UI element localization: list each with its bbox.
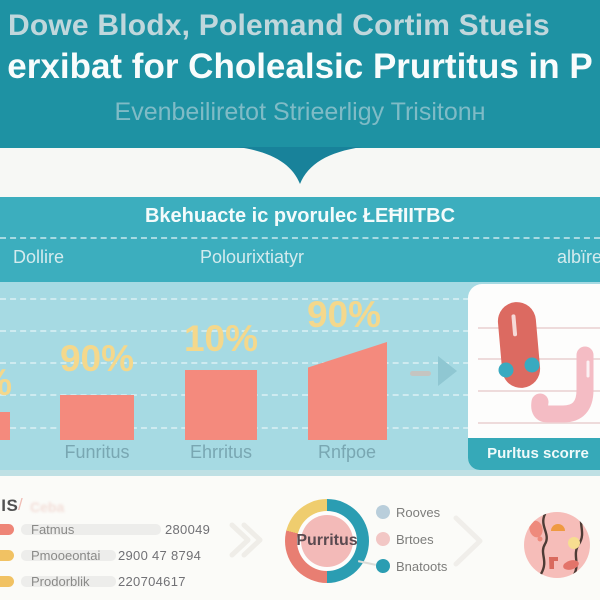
card-ruled-line <box>478 327 600 329</box>
donut-chart: Purritus <box>285 499 369 583</box>
gridline <box>0 298 600 300</box>
gridline <box>0 427 600 429</box>
red-shape-icon <box>563 560 579 570</box>
capsule-dot-icon <box>524 357 540 373</box>
bar-category-label: Rnfpoe <box>317 442 377 462</box>
bar-value-label: 90% <box>59 338 135 379</box>
stat-track <box>21 576 116 587</box>
bar-funritus <box>60 395 134 440</box>
poster-title-line1: Dowe Blodx, Polemand Cortim Stueis <box>8 9 550 42</box>
poster-subtitle: Evenbeiliretot Strieerligy Trisitonʜ <box>114 98 486 126</box>
arrow-dash-icon <box>410 371 431 376</box>
arrow-right-icon <box>438 356 457 386</box>
capsule-dot-icon <box>498 362 514 378</box>
organ-blob-icon <box>529 520 543 538</box>
squiggle-line-icon <box>539 512 548 576</box>
stat-label: Pmooeontai <box>31 548 101 563</box>
anatomy-shapes <box>529 512 584 578</box>
divider-strip-bottom <box>0 470 600 476</box>
legend-label: Bnatoots <box>396 559 448 574</box>
orange-shape-icon <box>551 524 565 531</box>
legend-label: Rooves <box>396 505 441 520</box>
donut-center: Purritus <box>296 515 358 567</box>
stat-track <box>21 550 116 561</box>
gridline <box>0 394 600 396</box>
body-illustration-icon <box>524 512 590 578</box>
yellow-dot-icon <box>568 537 580 549</box>
bottom-heading-faint: Ceba <box>30 499 65 515</box>
poster-title-line2: erxibat for Cholealsic Prurtitus in P <box>7 47 593 86</box>
stat-track <box>21 524 161 535</box>
red-seven-shape-icon <box>549 557 558 569</box>
bar-clipped-left <box>0 412 10 440</box>
pruritus-score-label: Purltus scorre <box>468 438 600 470</box>
stat-value: 220704617 <box>118 574 186 589</box>
stat-label: Prodorblik <box>31 574 90 589</box>
column-header-center: Polourixtiatyr <box>200 247 305 267</box>
bar-value-label-clipped: 90% <box>0 362 12 404</box>
chevron-right-icon <box>453 515 483 567</box>
legend-dot-icon <box>376 532 390 546</box>
gridline <box>0 330 600 332</box>
stat-bullet-icon <box>0 576 14 587</box>
stat-bullet-icon <box>0 524 14 535</box>
bar-ehrritus <box>185 370 257 440</box>
legend-dot-icon <box>376 559 390 573</box>
bottom-heading: IIS <box>0 496 19 515</box>
dashed-divider <box>0 237 600 239</box>
column-header-left: Dollire <box>13 247 65 267</box>
section-title: Bkehuacte ic pvorulec ŁEĦIITBC <box>144 205 456 227</box>
stomach-icon <box>531 346 594 423</box>
bar-value-label: 90% <box>306 294 382 335</box>
bar-category-label: Funritus <box>64 442 130 462</box>
stat-value: 280049 <box>165 522 211 537</box>
legend-dot-icon <box>376 505 390 519</box>
legend-label: Brtoes <box>396 532 434 547</box>
stat-bullet-icon <box>0 550 14 561</box>
double-chevron-right-icon <box>229 522 263 558</box>
stat-label: Fatmus <box>31 522 75 537</box>
header-banner: Dowe Blodx, Polemand Cortim Stueis erxib… <box>0 0 600 148</box>
stat-value: 2900 47 8794 <box>118 548 202 563</box>
column-header-right: albïre <box>557 247 600 267</box>
donut-center-label: Purritus <box>296 532 358 549</box>
section-band: Bkehuacte ic pvorulec ŁEĦIITBC Dollire P… <box>0 197 600 282</box>
notch-arrow-icon <box>238 147 362 184</box>
card-ruled-line <box>478 422 600 424</box>
result-card: Purltus scorre <box>468 284 600 470</box>
bar-rnfpoe-wedge <box>308 342 387 440</box>
gridline <box>0 362 600 364</box>
bar-category-label: Ehrritus <box>189 442 252 462</box>
capsule-and-stomach-illustration <box>497 302 594 423</box>
card-ruled-line <box>478 390 600 392</box>
bar-value-label: 10% <box>183 318 259 359</box>
bottom-heading-slash: / <box>18 495 23 514</box>
